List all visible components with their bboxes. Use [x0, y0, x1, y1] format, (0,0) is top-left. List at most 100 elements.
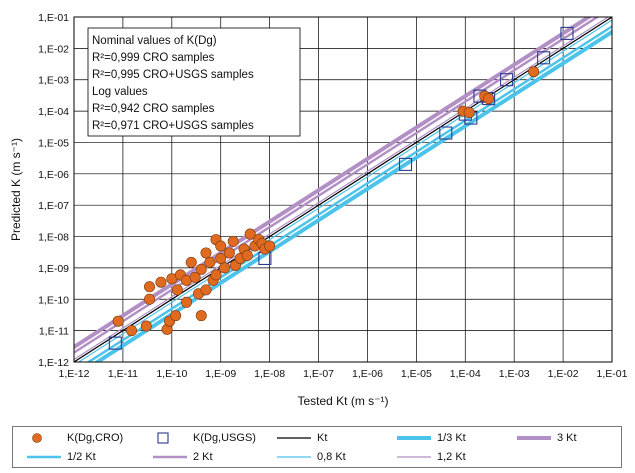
y-tick-label: 1,E-12: [38, 357, 69, 369]
cro-point: [144, 293, 156, 305]
cro-point: [204, 256, 216, 268]
x-tick-label: 1,E-05: [401, 368, 432, 380]
cro-point: [223, 247, 235, 259]
cro-point: [170, 310, 182, 322]
cro-point: [463, 107, 475, 119]
reference-line-1-2-kt: [74, 17, 610, 361]
legend-swatch: [275, 432, 313, 444]
cro-point: [185, 256, 197, 268]
annotation-background: [87, 27, 301, 137]
y-axis-label: Predicted K (m s⁻¹): [9, 138, 23, 241]
cro-point: [144, 281, 156, 293]
data-points: [108, 26, 574, 350]
legend-label: 1/2 Kt: [67, 451, 96, 463]
usgs-point: [537, 51, 551, 65]
legend-swatch: [275, 451, 313, 463]
cro-point: [189, 271, 201, 283]
y-tick-label: 1,E-04: [38, 106, 69, 118]
cro-point: [140, 320, 152, 332]
annotation-line: Log values: [92, 86, 148, 98]
legend-item: K(Dg,USGS): [151, 430, 256, 446]
y-tick-label: 1,E-03: [38, 75, 69, 87]
x-tick-label: 1,E-06: [352, 368, 383, 380]
y-tick-labels: 1,E-12 1,E-11 1,E-10 1,E-09 1,E-08 1,E-07 1,E-…: [38, 12, 69, 369]
legend-label: K(Dg,CRO): [67, 432, 124, 444]
x-tick-label: 1,E-01: [597, 368, 628, 380]
y-tick-label: 1,E-11: [39, 326, 69, 338]
legend-item: 1,2 Kt: [395, 449, 466, 465]
usgs-point: [500, 73, 514, 87]
cro-point: [210, 269, 222, 281]
chart: 1,E-12 1,E-11 1,E-10 1,E-09 1,E-08 1,E-07 1,E-…: [9, 12, 628, 408]
legend-item: 2 Kt: [151, 449, 213, 465]
reference-line-3-kt: [74, 17, 593, 350]
x-tick-label: 1,E-08: [254, 368, 285, 380]
annotation-line: R²=0,999 CRO samples: [92, 52, 215, 64]
legend-label: Kt: [317, 432, 328, 444]
cro-point: [195, 263, 207, 275]
cro-point: [181, 296, 193, 308]
legend-swatch: [395, 451, 433, 463]
cro-point: [219, 262, 231, 274]
x-tick-label: 1,E-10: [156, 368, 187, 380]
legend-item: 0,8 Kt: [275, 449, 346, 465]
plot-frame: [73, 16, 613, 363]
cro-point: [200, 247, 212, 259]
y-tick-label: 1,E-01: [38, 12, 69, 24]
usgs-point: [398, 157, 413, 171]
legend-item: 3 Kt: [515, 430, 577, 446]
legend: K(Dg,CRO) K(Dg,USGS) Kt 1/3 Kt 3 Kt 1/2 Kt 2 K…: [12, 426, 622, 468]
legend-swatch: [151, 451, 189, 463]
legend-label: 3 Kt: [557, 432, 577, 444]
cro-point: [215, 252, 227, 264]
cro-point: [244, 228, 256, 240]
y-tick-label: 1,E-09: [38, 263, 69, 275]
legend-circle-swatch: [32, 433, 42, 443]
cro-point: [264, 240, 276, 252]
cro-point: [155, 276, 167, 288]
legend-swatch: [25, 432, 63, 444]
legend-swatch: [151, 432, 189, 444]
x-tick-label: 1,E-11: [108, 368, 138, 380]
reference-line-2-kt: [74, 17, 600, 355]
cro-point: [200, 284, 212, 296]
y-tick-label: 1,E-02: [38, 43, 69, 55]
cro-point: [241, 249, 253, 261]
x-axis-label: Tested Kt (m s⁻¹): [297, 394, 388, 408]
cro-point: [483, 93, 495, 105]
x-tick-label: 1,E-12: [59, 368, 90, 380]
cro-point: [528, 66, 540, 78]
cro-point: [195, 310, 207, 322]
usgs-point: [108, 336, 122, 350]
annotation-line: R²=0,942 CRO samples: [92, 103, 215, 115]
legend-item: K(Dg,CRO): [25, 430, 123, 446]
y-tick-label: 1,E-07: [38, 200, 69, 212]
x-tick-label: 1,E-02: [548, 368, 579, 380]
cro-point: [171, 284, 183, 296]
legend-label: 0,8 Kt: [317, 451, 346, 463]
legend-label: 2 Kt: [193, 451, 213, 463]
y-tick-label: 1,E-08: [38, 232, 69, 244]
x-tick-label: 1,E-09: [205, 368, 236, 380]
x-tick-labels: 1,E-12 1,E-11 1,E-10 1,E-09 1,E-08 1,E-07 1,E-…: [59, 368, 628, 380]
legend-square-swatch: [157, 432, 169, 444]
x-tick-label: 1,E-04: [450, 368, 481, 380]
legend-swatch: [395, 432, 433, 444]
legend-label: 1/3 Kt: [437, 432, 466, 444]
x-tick-label: 1,E-07: [303, 368, 334, 380]
annotation-line: Nominal values of K(Dg): [92, 35, 217, 47]
legend-label: K(Dg,USGS): [193, 432, 256, 444]
annotation-line: R²=0,995 CRO+USGS samples: [92, 69, 254, 81]
y-tick-label: 1,E-06: [38, 169, 69, 181]
legend-item: Kt: [275, 430, 327, 446]
legend-swatch: [25, 451, 63, 463]
r2-annotation-box: Nominal values of K(Dg) R²=0,999 CRO samp…: [87, 27, 301, 137]
legend-label: 1,2 Kt: [437, 451, 466, 463]
y-tick-label: 1,E-05: [38, 137, 69, 149]
usgs-point: [560, 26, 574, 40]
legend-item: 1/2 Kt: [25, 449, 96, 465]
cro-point: [215, 240, 227, 252]
x-tick-label: 1,E-03: [499, 368, 530, 380]
cro-point: [227, 235, 239, 247]
y-tick-label: 1,E-10: [38, 294, 69, 306]
